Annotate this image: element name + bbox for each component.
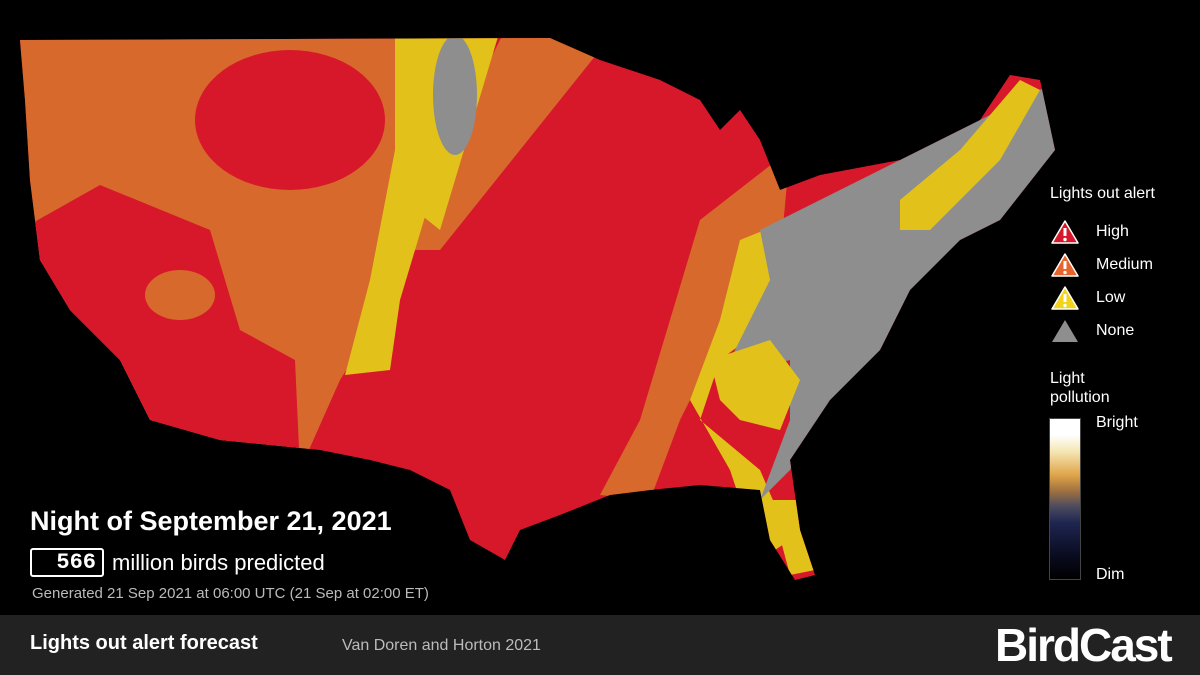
legend-item: Medium [1050, 248, 1153, 281]
legend-label: Low [1096, 288, 1126, 306]
light-scale [1049, 418, 1081, 580]
footer-title: Lights out alert forecast [30, 632, 258, 654]
light-title: Light pollution [1050, 370, 1110, 406]
bright-label: Bright [1096, 414, 1138, 431]
map-title: Night of September 21, 2021 [30, 506, 392, 536]
legend-item: None [1050, 314, 1153, 347]
footer [0, 615, 1200, 675]
legend-label: High [1096, 222, 1129, 240]
legend-icon [1051, 219, 1079, 244]
map [20, 38, 1055, 580]
dim-label: Dim [1096, 566, 1125, 583]
legend-item: High [1050, 215, 1153, 248]
legend-icon [1052, 319, 1078, 342]
legend-icon [1051, 285, 1079, 310]
legend-label: None [1096, 321, 1135, 339]
generated-note: Generated 21 Sep 2021 at 06:00 UTC (21 S… [32, 585, 429, 602]
count-row: 566 million birds predicted [30, 548, 325, 577]
count-label: million birds predicted [112, 549, 325, 575]
legend-icon [1051, 252, 1079, 277]
logo: BirdCast [995, 619, 1173, 671]
legend: High Medium Low None [1050, 215, 1153, 347]
footer-credit: Van Doren and Horton 2021 [342, 637, 541, 654]
legend-item: Low [1050, 281, 1153, 314]
legend-title: Lights out alert [1050, 185, 1155, 202]
legend-label: Medium [1096, 255, 1153, 273]
bird-count: 566 [30, 548, 104, 577]
